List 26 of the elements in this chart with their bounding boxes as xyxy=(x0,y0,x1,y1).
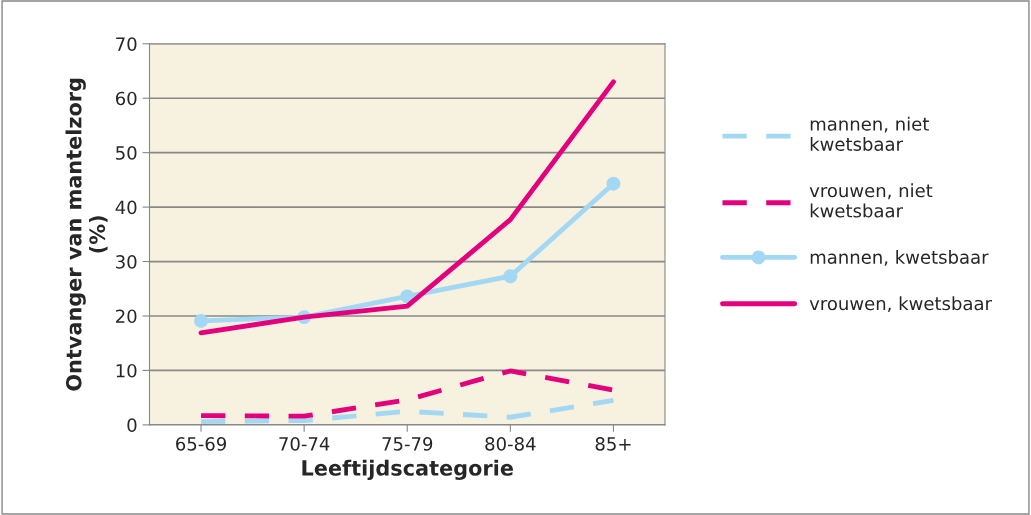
y-tick-label: 40 xyxy=(115,200,137,215)
legend-label: vrouwen, kwetsbaar xyxy=(809,296,992,313)
x-tick-label: 75-79 xyxy=(382,437,433,451)
y-tick-label: 70 xyxy=(116,37,137,51)
point xyxy=(194,313,208,328)
point xyxy=(400,289,415,304)
point xyxy=(606,176,621,191)
x-tick-label: 65-69 xyxy=(176,437,227,451)
point xyxy=(503,269,518,284)
y-tick-label: 20 xyxy=(116,309,137,324)
x-tick-label: 85+ xyxy=(595,437,631,451)
line-series xyxy=(198,397,616,425)
y-axis-title: Ontvanger van mantelzorg (%) xyxy=(65,78,108,391)
y-tick-label: 50 xyxy=(116,146,137,160)
legend-label: mannen, niet kwetsbaar xyxy=(810,116,929,151)
y-tick-label: 30 xyxy=(116,255,137,269)
line-series xyxy=(198,79,616,336)
y-tick-label: 60 xyxy=(115,91,137,106)
legend-label: vrouwen, niet kwetsbaar xyxy=(809,183,933,218)
legend-label: mannen, kwetsbaar xyxy=(810,249,989,266)
x-tick-label: 70-74 xyxy=(279,437,330,451)
x-axis-title: Leeftijdscategorie xyxy=(302,459,513,481)
x-tick-label: 80-84 xyxy=(485,437,536,451)
y-tick-label: 10 xyxy=(116,363,137,378)
y-tick-label: 0 xyxy=(127,418,137,432)
line-series xyxy=(198,368,616,419)
